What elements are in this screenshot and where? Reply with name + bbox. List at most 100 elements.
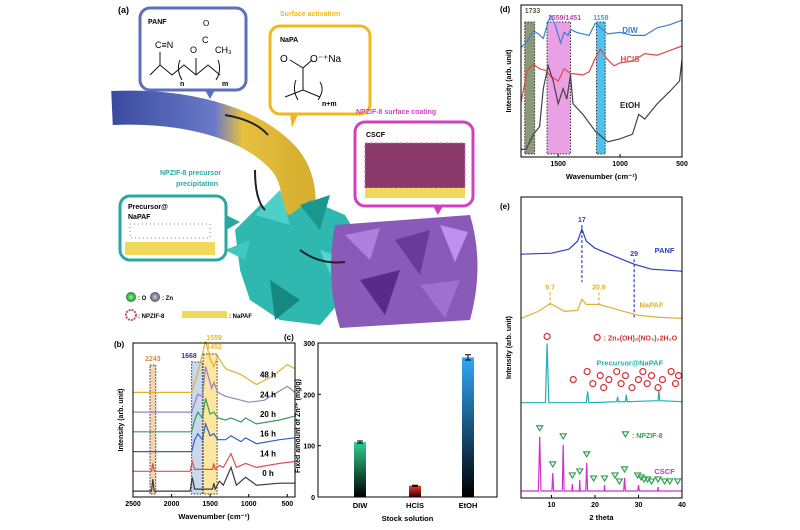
triangle-marker-icon: [582, 451, 591, 459]
series-label: CSCF: [654, 467, 675, 476]
highlight-band: [191, 361, 203, 495]
spectrum-line: [133, 421, 296, 453]
peak-label: 17: [578, 217, 586, 224]
circle-marker-icon: [605, 376, 613, 384]
x-tick-label: 30: [635, 502, 643, 509]
triangle-marker-icon: [665, 478, 674, 486]
triangle-marker-icon: [548, 461, 557, 469]
triangle-marker-icon: [654, 476, 663, 484]
spectrum-line: [521, 59, 683, 150]
triangle-marker-icon: [673, 478, 682, 486]
x-tick-label: 500: [281, 501, 293, 508]
triangle-marker-icon: [600, 475, 609, 483]
triangle-marker-icon: [589, 475, 598, 483]
y-tick-label: 0: [311, 495, 315, 502]
spectrum-line: [520, 45, 683, 103]
carboxylate-sodium: O⁻⁺Na: [310, 54, 342, 65]
diffraction-line: [521, 436, 682, 492]
series-label: Precursor@NaPAF: [596, 359, 663, 368]
series-label: EtOH: [620, 101, 640, 110]
circle-marker-icon: [639, 367, 647, 376]
highlight-label: 1668: [181, 353, 197, 360]
series-label: 20 h: [260, 410, 276, 419]
arrow-icon: [254, 169, 266, 211]
circle-marker-icon: [654, 384, 662, 392]
highlight-label: 1158: [593, 15, 608, 22]
circle-marker-icon: [658, 376, 667, 384]
series-label: DIW: [622, 26, 638, 35]
series-label: PANF: [655, 246, 675, 255]
circle-marker-icon: [613, 367, 621, 376]
series-label: 16 h: [260, 430, 276, 439]
legend-circle-label: : Zn₅(OH)₈(NO₃)₂2H₂O: [604, 335, 678, 342]
x-axis-label: 2 theta: [589, 513, 614, 522]
panel-a-illustration: (a) PANF C≡N O C O: [111, 5, 478, 328]
napa-oxygen: O: [280, 54, 288, 65]
circle-marker-icon: [671, 380, 680, 388]
x-tick-label: 1500: [550, 161, 566, 168]
panf-structure-box: PANF C≡N O C O CH₃ n m: [138, 6, 248, 99]
coating-caption: NPZIF-8 surface coating: [356, 109, 436, 116]
x-axis-label: Wavenumber (cm⁻¹): [566, 172, 638, 181]
triangle-marker-icon: [559, 433, 568, 440]
bar-etoh: [462, 357, 474, 497]
peak-label: 9.7: [545, 284, 555, 291]
plot-frame: [132, 342, 296, 498]
panel-b-label: (b): [114, 340, 125, 349]
triangle-marker-icon: [535, 425, 544, 432]
highlight-label: 1559/1451: [548, 15, 581, 22]
npzif-cluster-icon: [125, 309, 137, 321]
napaf-layer-icon: [182, 311, 227, 318]
highlight-label: 2243: [145, 356, 161, 363]
y-tick-label: 300: [303, 341, 315, 348]
x-axis-label: Stock solution: [382, 514, 434, 523]
circle-marker-icon: [569, 376, 577, 384]
carbonyl-carbon: C: [202, 35, 209, 45]
highlight-band: [149, 364, 157, 495]
y-axis-label: Intensity (arb. unit): [118, 389, 125, 452]
precursor-box-title-2: NaPAF: [128, 214, 151, 221]
series-label: 14 h: [260, 449, 276, 458]
spectrum-line: [133, 340, 296, 393]
oxygen-atom-icon: [126, 292, 136, 302]
category-label: EtOH: [459, 501, 478, 510]
circle-marker-icon: [596, 371, 604, 380]
circle-marker-icon: [674, 371, 683, 380]
peak-label: 20.9: [592, 284, 606, 291]
circle-marker-icon: [583, 367, 591, 376]
highlight-band: [202, 353, 218, 495]
nitrile-group: C≡N: [155, 40, 173, 50]
legend-oxygen: : O: [138, 296, 147, 302]
highlight-band: [524, 21, 536, 155]
y-axis-label: Intensity (arb. unit): [506, 316, 513, 379]
precursor-box-title-1: Precursor@: [128, 204, 168, 211]
diffraction-line: [520, 227, 683, 272]
circle-marker-icon: [647, 371, 656, 380]
surface-activation-caption: Surface activation: [280, 11, 340, 18]
circle-marker-icon: [667, 367, 675, 376]
x-tick-label: 2500: [125, 501, 141, 508]
charts: 2243 1668 1559 1452 0 h 14 h 16 h 20 h 24 h 48 h 2…: [118, 4, 688, 523]
zinc-atom-icon: [150, 292, 160, 302]
highlight-band: [596, 21, 606, 155]
plot-frame: [317, 342, 498, 498]
series-label: HClS: [620, 55, 640, 64]
plot-frame: [520, 4, 683, 158]
triangle-marker-icon: [615, 478, 624, 486]
cscf-fiber: [331, 215, 478, 328]
spectrum-line: [520, 14, 683, 49]
subscript-n: n: [180, 81, 184, 88]
panel-d-label: (d): [500, 5, 511, 14]
category-label: HClS: [406, 501, 424, 510]
precursor-caption-line1: NPZIF-8 precursor: [160, 170, 221, 177]
x-tick-label: 1000: [612, 161, 628, 168]
napa-structure-box: NaPA O O⁻⁺Na n+m: [268, 24, 372, 128]
diffraction-line: [520, 298, 683, 319]
panel-b-chart: 2243 1668 1559 1452 0 h 14 h 16 h 20 h 24 h 48 h 2…: [118, 335, 296, 521]
x-tick-label: 1000: [241, 501, 257, 508]
circle-marker-icon: [543, 332, 551, 341]
highlight-label: 1559: [206, 335, 222, 342]
legend-triangle-label: : NPZIF-8: [632, 433, 663, 440]
triangle-marker-icon: [647, 478, 656, 486]
